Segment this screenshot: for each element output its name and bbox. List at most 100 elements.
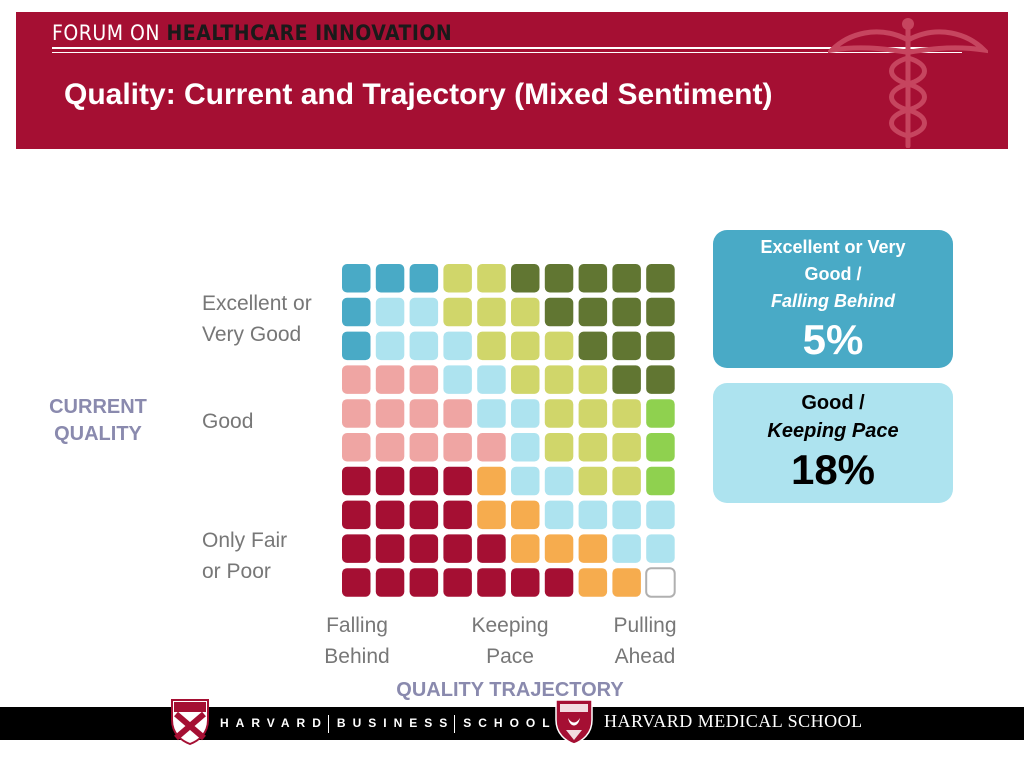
waffle-cell-teal-light [578, 500, 608, 530]
x-label-line: Falling [326, 614, 388, 637]
waffle-cell-teal-light [375, 297, 405, 327]
waffle-cell-maroon [375, 500, 405, 530]
waffle-cell-maroon [409, 500, 439, 530]
waffle-cell-teal-light [612, 500, 641, 530]
waffle-cell-olive [443, 297, 472, 327]
y-axis-title: CURRENT QUALITY [49, 396, 147, 445]
waffle-cell-green [646, 466, 675, 496]
waffle-cell-maroon [375, 466, 405, 496]
x-label-pulling: Pulling Ahead [590, 610, 700, 672]
hbs-wordmark: HARVARD BUSINESS SCHOOL [220, 715, 557, 733]
hbs-word: SCHOOL [463, 716, 557, 731]
y-label-line: Excellent or [202, 292, 312, 315]
y-label-excellent: Excellent or Very Good [202, 288, 312, 350]
waffle-cell-orange [578, 568, 608, 597]
waffle-cell-teal-light [612, 534, 641, 563]
waffle-cell-teal-light [646, 534, 675, 563]
waffle-cell-pink [443, 433, 472, 462]
callout-line: Keeping Pace [767, 420, 899, 442]
waffle-cell-pink [375, 399, 405, 428]
x-label-line: Ahead [614, 645, 676, 668]
waffle-cell-orange [477, 466, 506, 496]
waffle-cell-olive [443, 264, 472, 293]
waffle-cell-dark-green [544, 264, 574, 293]
waffle-cell-pink [342, 365, 371, 394]
waffle-cell-maroon [511, 568, 540, 597]
hbs-separator [454, 715, 456, 733]
waffle-cell-pink [409, 365, 439, 394]
y-label-line: Very Good [202, 323, 302, 346]
callout-value: 18% [790, 446, 876, 493]
hms-shield-icon [555, 699, 593, 745]
waffle-cell-olive [578, 365, 608, 394]
waffle-cell-teal-dark [342, 331, 371, 361]
waffle-cell-dark-green [646, 264, 675, 293]
waffle-cell-orange [612, 568, 641, 597]
waffle-cell-olive [511, 297, 540, 327]
waffle-cell-pink [409, 399, 439, 428]
waffle-cell-maroon [443, 568, 472, 597]
waffle-cell-dark-green [578, 331, 608, 361]
y-label-line: Only Fair [202, 529, 288, 552]
waffle-cell-olive [477, 331, 506, 361]
waffle-cell-maroon [477, 568, 506, 597]
y-label-good: Good [202, 406, 253, 437]
waffle-cell-pink [443, 399, 472, 428]
callout-line: Falling Behind [771, 291, 895, 311]
y-label-line: or Poor [202, 560, 271, 583]
waffle-cell-maroon [443, 500, 472, 530]
waffle-cell-dark-green [578, 297, 608, 327]
waffle-cell-maroon [477, 534, 506, 563]
waffle-cell-maroon [342, 500, 371, 530]
callout-value: 5% [802, 316, 864, 363]
callout-line: Excellent or Very [760, 237, 906, 257]
waffle-cell-teal-light [477, 399, 506, 428]
waffle-cell-teal-light [511, 399, 540, 428]
caduceus-icon [828, 18, 988, 148]
waffle-cell-orange [511, 500, 540, 530]
slide-title: Quality: Current and Trajectory (Mixed S… [64, 78, 773, 111]
waffle-cell-orange [578, 534, 608, 563]
forum-logo-text: FORUM ON HEALTHCARE INNOVATION [52, 20, 452, 46]
y-label-fair: Only Fair or Poor [202, 525, 287, 587]
waffle-cell-dark-green [612, 297, 641, 327]
waffle-cell-teal-light [511, 466, 540, 496]
x-label-line: Pulling [613, 614, 677, 637]
waffle-cell-olive [511, 365, 540, 394]
waffle-cell-green [646, 399, 675, 428]
hbs-word: BUSINESS [336, 716, 455, 731]
waffle-cell-maroon [544, 568, 574, 597]
waffle-cell-teal-light [544, 500, 574, 530]
waffle-cell-maroon [375, 534, 405, 563]
waffle-cell-empty [645, 567, 676, 598]
header-rule-thin [52, 52, 962, 53]
callout-excellent-falling: Excellent or Very Good / Falling Behind … [713, 230, 953, 368]
header-banner: FORUM ON HEALTHCARE INNOVATION Quality: … [16, 12, 1008, 149]
waffle-cell-olive [544, 331, 574, 361]
footer-bar: HARVARD BUSINESS SCHOOL HARVARD MEDICAL SC… [0, 699, 1024, 746]
x-label-falling: Falling Behind [302, 610, 412, 672]
waffle-cell-teal-light [443, 331, 472, 361]
waffle-cell-dark-green [612, 264, 641, 293]
hms-wordmark: HARVARD MEDICAL SCHOOL [604, 711, 863, 731]
waffle-cell-dark-green [646, 331, 675, 361]
waffle-cell-olive [612, 433, 641, 462]
waffle-cell-teal-light [511, 433, 540, 462]
waffle-cell-pink [375, 433, 405, 462]
waffle-cell-teal-light [375, 331, 405, 361]
waffle-cell-pink [375, 365, 405, 394]
waffle-cell-dark-green [578, 264, 608, 293]
y-label-line: Good [202, 410, 254, 433]
waffle-cell-maroon [375, 568, 405, 597]
waffle-cell-dark-green [544, 297, 574, 327]
waffle-cell-teal-dark [342, 264, 371, 293]
forum-name: HEALTHCARE INNOVATION [166, 21, 453, 45]
waffle-cell-orange [544, 534, 574, 563]
waffle-cell-dark-green [612, 331, 641, 361]
waffle-cell-teal-dark [342, 297, 371, 327]
waffle-cell-pink [409, 433, 439, 462]
waffle-cell-dark-green [612, 365, 641, 394]
waffle-cell-olive [477, 297, 506, 327]
waffle-cell-olive [477, 264, 506, 293]
waffle-cell-olive [544, 399, 574, 428]
